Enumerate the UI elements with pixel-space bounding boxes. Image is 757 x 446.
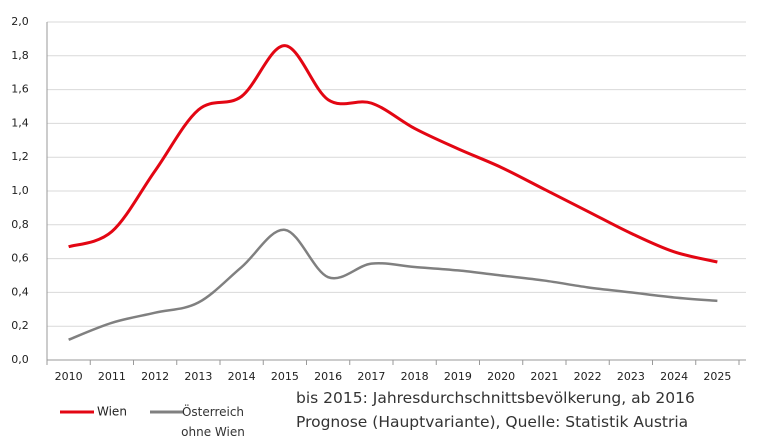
annotation: bis 2015: Jahresdurchschnittsbevölkerung…	[296, 389, 695, 431]
legend-label: Österreich ohne Wien	[181, 405, 245, 439]
x-tick-label: 2013	[184, 370, 212, 383]
x-tick-label: 2018	[401, 370, 429, 383]
y-tick-label: 0,4	[11, 285, 29, 298]
x-tick-label: 2021	[530, 370, 558, 383]
x-tick-label: 2010	[55, 370, 83, 383]
y-tick-label: 1,4	[11, 116, 29, 129]
series-line	[68, 228, 718, 341]
x-tick-label: 2022	[574, 370, 602, 383]
y-tick-label: 0,2	[11, 319, 29, 332]
y-tick-label: 0,6	[11, 252, 29, 265]
y-tick-label: 1,2	[11, 150, 29, 163]
x-tick-label: 2015	[271, 370, 299, 383]
x-tick-label: 2025	[703, 370, 731, 383]
legend-label: Wien	[97, 405, 127, 419]
x-tick-label: 2024	[660, 370, 688, 383]
x-tick-label: 2019	[444, 370, 472, 383]
y-tick-label: 2,0	[11, 15, 29, 28]
y-tick-label: 0,8	[11, 218, 29, 231]
series-line	[68, 44, 718, 264]
y-tick-label: 0,0	[11, 353, 29, 366]
x-tick-label: 2023	[617, 370, 645, 383]
x-tick-label: 2012	[141, 370, 169, 383]
x-tick-label: 2011	[98, 370, 126, 383]
x-tick-label: 2014	[228, 370, 256, 383]
y-tick-label: 1,0	[11, 184, 29, 197]
y-tick-label: 1,8	[11, 49, 29, 62]
x-tick-label: 2020	[487, 370, 515, 383]
y-tick-label: 1,6	[11, 83, 29, 96]
x-tick-label: 2017	[357, 370, 385, 383]
x-tick-label: 2016	[314, 370, 342, 383]
